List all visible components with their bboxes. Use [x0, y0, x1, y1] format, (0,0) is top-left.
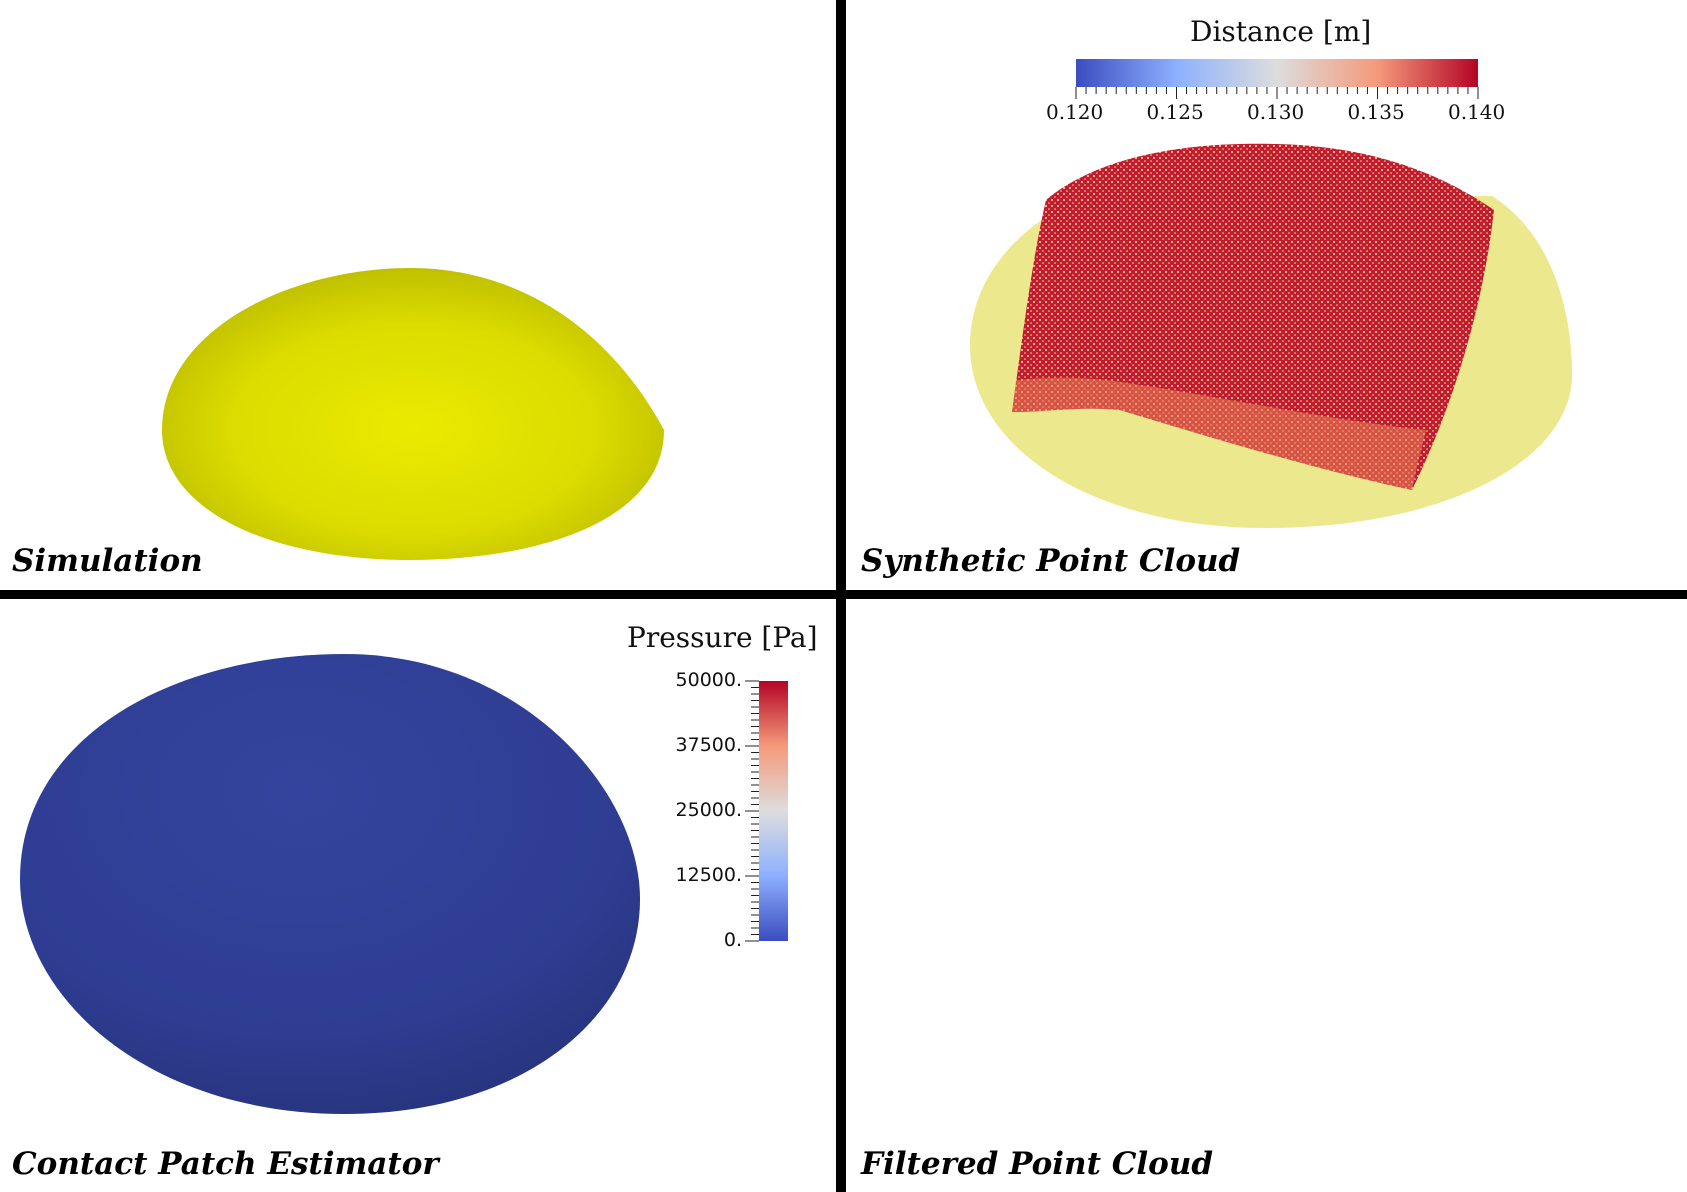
simulation-view[interactable]: Simulation — [0, 0, 836, 590]
pressure-colorbar-title: Pressure [Pa] — [627, 621, 818, 654]
distance-colorbar — [1076, 59, 1478, 87]
pressure-colorbar-tick-label: 37500. — [675, 734, 742, 756]
distance-colorbar-title: Distance [m] — [1190, 15, 1372, 48]
distance-colorbar-tick-label: 0.135 — [1347, 100, 1405, 124]
distance-colorbar-tick-label: 0.130 — [1247, 100, 1305, 124]
pressure-colorbar-ticks — [745, 680, 759, 942]
distance-colorbar-ticks — [1075, 87, 1479, 99]
distance-colorbar-tick-label: 0.140 — [1448, 100, 1506, 124]
synthetic-point-cloud-view[interactable]: Distance [m] 0.120 0.125 0.130 0.135 0.140 S… — [846, 0, 1687, 590]
view-title-simulation: Simulation — [12, 543, 203, 579]
horizontal-divider[interactable] — [0, 590, 1687, 599]
filtered-point-cloud-view[interactable]: Filtered Point Cloud — [846, 599, 1687, 1192]
contact-patch-render — [20, 654, 788, 1114]
pressure-colorbar-tick-label: 50000. — [675, 669, 742, 691]
distance-colorbar-tick-label: 0.120 — [1046, 100, 1104, 124]
tire-surface — [162, 268, 664, 560]
contact-patch-estimator-view[interactable]: Pressure [Pa] 50000. 37500. 25000. 12500. 0.… — [0, 599, 836, 1192]
point-cloud-edge-shade — [1012, 377, 1426, 490]
view-title-synthetic-point-cloud: Synthetic Point Cloud — [861, 543, 1241, 579]
synthetic-point-cloud-render — [970, 59, 1572, 528]
distance-colorbar-tick-label: 0.125 — [1146, 100, 1204, 124]
view-title-contact-patch-estimator: Contact Patch Estimator — [12, 1146, 439, 1182]
contact-patch-surface — [20, 654, 640, 1114]
pressure-colorbar — [759, 681, 788, 941]
view-title-filtered-point-cloud: Filtered Point Cloud — [861, 1146, 1214, 1182]
simulation-render — [162, 268, 664, 560]
pressure-colorbar-tick-label: 0. — [723, 929, 742, 951]
pressure-colorbar-tick-label: 25000. — [675, 799, 742, 821]
pressure-colorbar-tick-label: 12500. — [675, 864, 742, 886]
